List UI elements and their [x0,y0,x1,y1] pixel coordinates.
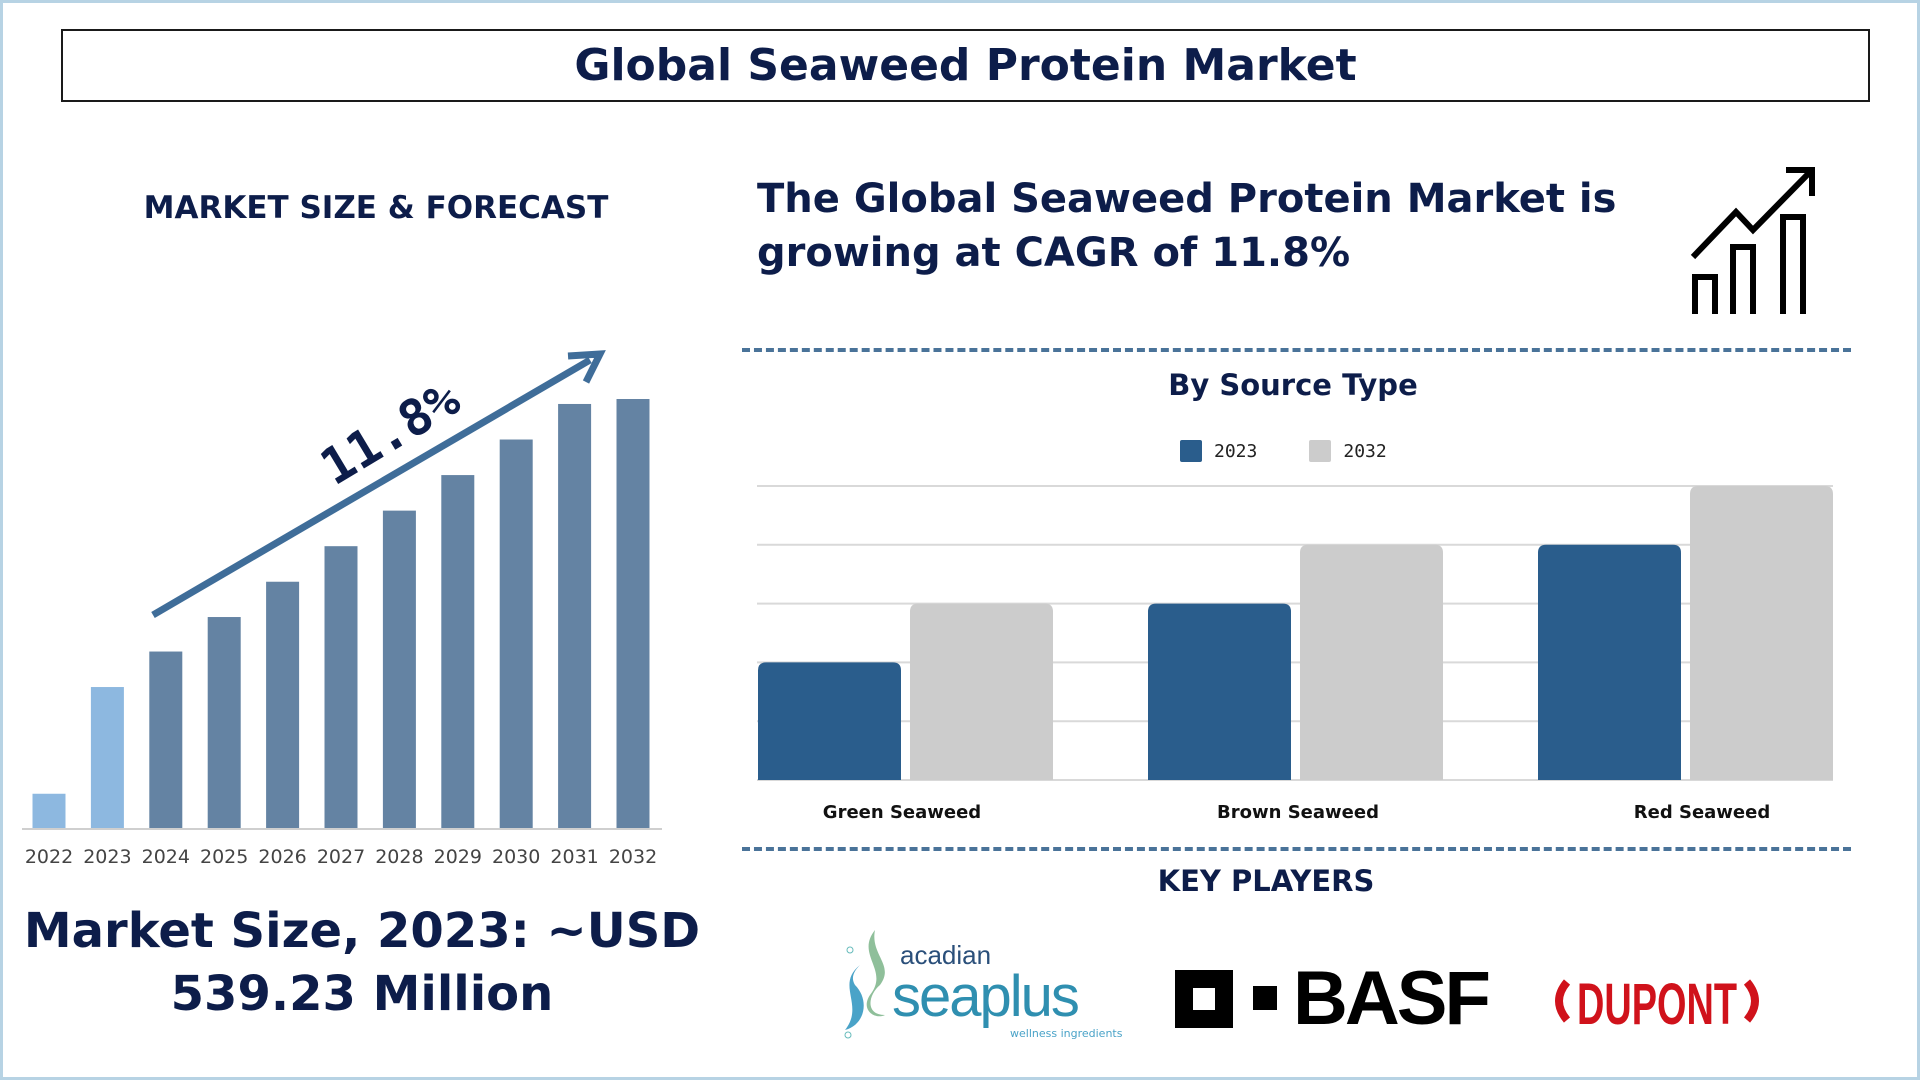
cagr-headline: The Global Seaweed Protein Market is gro… [757,172,1657,280]
market-size-line1: Market Size, 2023: ~USD [23,903,701,959]
growth-arrow-head [567,350,606,384]
svg-text:DUPONT: DUPONT [1577,972,1737,1037]
basf-square-outline [1175,970,1233,1028]
category-label: Red Seaweed [1633,802,1771,823]
year-label-2022: 2022 [24,846,74,868]
bar-red-seaweed-2023 [1538,544,1681,780]
legend-swatch-2032 [1309,440,1332,462]
bar-2031 [558,403,592,828]
year-label-2024: 2024 [141,846,190,868]
seaweed-wave-icon [844,930,885,1039]
bar-red-seaweed-2032 [1690,486,1833,780]
year-label-2026: 2026 [258,846,307,868]
bar-2022 [32,793,66,828]
source-type-chart-title: By Source Type [1168,368,1418,402]
basf-square-solid [1253,986,1277,1010]
growth-arrow-line [151,356,592,619]
bar-green-seaweed-2032 [910,603,1053,780]
key-players-heading: KEY PLAYERS [1157,864,1375,898]
bar-2028 [382,510,416,828]
year-label-2029: 2029 [433,846,482,868]
bar-green-seaweed-2023 [758,662,901,780]
year-label-2030: 2030 [492,846,541,868]
divider-top [742,348,1851,352]
bar-2027 [324,546,358,828]
bar-2025 [207,617,241,828]
basf-logo: BASF [1175,961,1515,1037]
bar-2024 [149,651,183,828]
basf-wordmark: BASF [1293,956,1491,1041]
market-size-text: Market Size, 2023: ~USD 539.23 Million [20,900,704,1026]
year-label-2032: 2032 [608,846,658,868]
divider-bottom [742,847,1851,851]
seaplus-wordmark: seaplus [892,964,1080,1029]
source-type-chart [757,485,1833,781]
dupont-oval: DUPONT [1555,972,1759,1037]
legend-label-2023: 2023 [1214,440,1258,462]
bar-2023 [90,687,124,828]
bar-2029 [441,475,475,828]
bar-2032 [616,399,650,828]
bar-brown-seaweed-2032 [1300,544,1443,780]
year-label-2031: 2031 [550,846,599,868]
acadian-seaplus-logo: acadian seaplus wellness ingredients [830,925,1140,1043]
page-title: Global Seaweed Protein Market [61,29,1870,102]
acadian-wordmark: acadian [900,940,992,970]
legend-swatch-2023 [1180,440,1202,462]
legend-label-2032: 2032 [1343,440,1387,462]
year-label-2028: 2028 [375,846,424,868]
market-forecast-chart [22,350,662,830]
headline-line2: growing at CAGR of 11.8% [757,230,1351,276]
year-label-2027: 2027 [316,846,366,868]
category-label: Brown Seaweed [1217,802,1379,823]
market-size-line2: 539.23 Million [170,966,554,1022]
growth-chart-icon [1690,167,1815,314]
category-label: Green Seaweed [822,802,982,823]
year-label-2025: 2025 [200,846,249,868]
acadian-tagline: wellness ingredients [1010,1027,1123,1040]
market-size-forecast-heading: MARKET SIZE & FORECAST [143,190,609,226]
bar-brown-seaweed-2023 [1148,603,1291,780]
headline-line1: The Global Seaweed Protein Market is [757,176,1617,222]
bar-2030 [499,439,533,828]
dupont-logo: DUPONT [1547,962,1767,1040]
chart-legend: 2023 2032 [1180,440,1387,462]
year-label-2023: 2023 [83,846,132,868]
bar-2026 [266,581,300,828]
